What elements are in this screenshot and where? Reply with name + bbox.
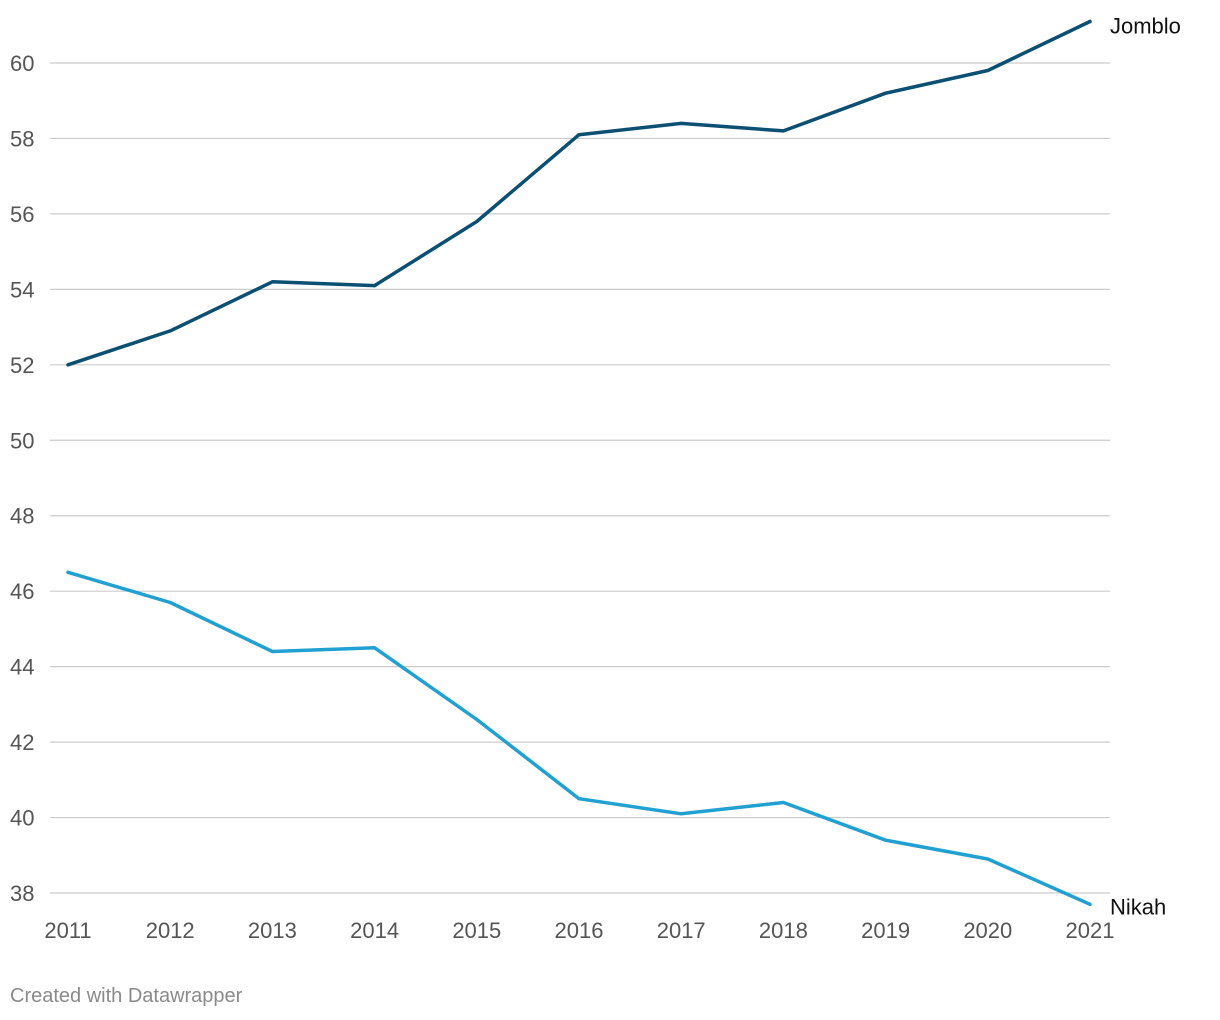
data-point-jomblo [475,219,479,224]
x-tick-label: 2011 [44,918,91,943]
y-tick-label: 58 [10,126,34,151]
x-tick-label: 2015 [452,918,501,943]
y-tick-label: 48 [10,504,34,529]
x-tick-label: 2014 [350,918,399,943]
data-point-nikah [270,649,274,654]
data-point-jomblo [66,363,70,367]
series-lines [66,19,1092,907]
y-tick-label: 50 [10,428,34,453]
y-tick-label: 54 [10,277,34,302]
x-tick-label: 2017 [657,918,706,943]
data-point-nikah [373,646,377,650]
data-point-nikah [781,800,786,805]
x-tick-label: 2021 [1066,918,1115,943]
x-tick-label: 2013 [248,918,297,943]
datawrapper-credit: Created with Datawrapper [10,985,243,1007]
y-tick-label: 56 [10,202,34,227]
data-point-jomblo [373,283,377,288]
data-point-nikah [1088,902,1092,906]
series-line-jomblo [66,19,1092,367]
series-label-nikah: Nikah [1110,894,1166,919]
y-tick-label: 44 [10,655,34,680]
y-tick-label: 42 [10,730,34,755]
y-tick-label: 40 [10,806,34,831]
y-axis-ticks: 38 40 42 44 46 48 50 52 54 56 58 60 [10,51,34,906]
data-point-jomblo [986,68,990,73]
data-point-nikah [168,600,172,605]
data-point-jomblo [577,133,581,137]
data-point-jomblo [679,121,683,125]
data-point-jomblo [1088,19,1092,24]
series-line-nikah [66,570,1092,907]
x-tick-label: 2019 [861,918,910,943]
y-tick-label: 60 [10,51,34,76]
data-point-nikah [475,717,479,722]
data-point-nikah [679,812,683,816]
data-point-nikah [884,838,888,842]
data-point-nikah [986,857,990,861]
x-tick-label: 2018 [759,918,808,943]
x-tick-label: 2012 [146,918,195,943]
data-point-jomblo [168,329,172,333]
y-tick-label: 38 [10,881,34,906]
data-point-nikah [66,570,70,574]
data-point-jomblo [270,280,274,284]
series-label-jomblo: Jomblo [1110,14,1181,39]
data-point-jomblo [884,91,888,95]
y-tick-label: 52 [10,353,34,378]
x-tick-label: 2016 [555,918,604,943]
data-point-nikah [577,797,581,801]
data-point-jomblo [781,129,786,133]
x-tick-label: 2020 [963,918,1012,943]
gridlines [50,62,1110,894]
y-tick-label: 46 [10,579,34,604]
x-axis-ticks: 2011 2012 2013 2014 2015 2016 2017 2018 2019 2020… [44,918,1114,943]
series-labels: Jomblo Nikah [1110,14,1181,920]
